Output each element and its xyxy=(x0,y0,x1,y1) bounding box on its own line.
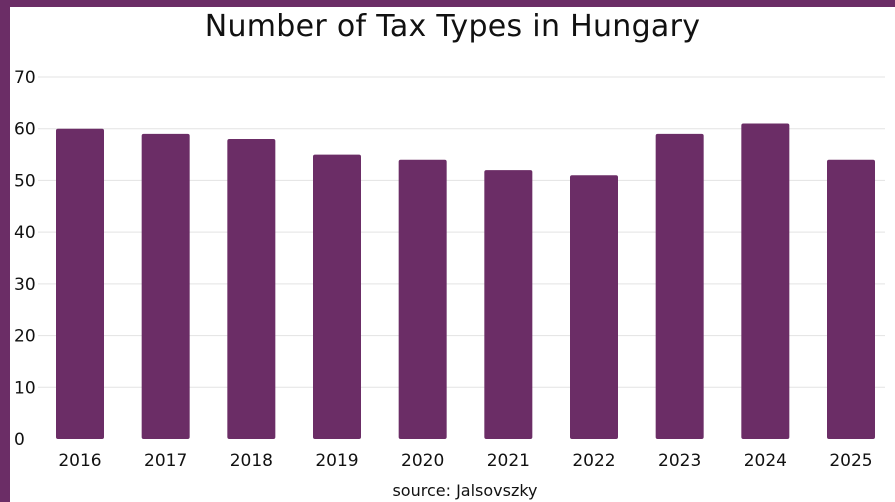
bar-2023 xyxy=(655,133,704,439)
bar-2024 xyxy=(741,123,790,440)
source-note: source: Jalsovszky xyxy=(392,481,537,500)
bar-2019 xyxy=(313,154,361,440)
x-tick-label: 2023 xyxy=(658,451,701,471)
x-tick-label: 2025 xyxy=(829,451,872,471)
y-tick-label: 70 xyxy=(14,68,36,88)
y-tick-label: 40 xyxy=(14,223,36,243)
bar-2020 xyxy=(398,159,447,439)
y-tick-label: 20 xyxy=(14,327,36,347)
x-tick-label: 2017 xyxy=(144,451,187,471)
bar-2021 xyxy=(484,170,533,440)
chart-frame: Number of Tax Types in Hungary 0 10 20 30 40… xyxy=(10,7,895,502)
bar-2025 xyxy=(827,159,875,439)
y-tick-label: 0 xyxy=(14,430,25,450)
y-tick-label: 60 xyxy=(14,120,36,140)
x-tick-label: 2022 xyxy=(572,451,615,471)
x-tick-label: 2024 xyxy=(744,451,787,471)
bar-2017 xyxy=(141,133,190,439)
bar-2018 xyxy=(227,139,276,440)
x-tick-label: 2018 xyxy=(230,451,273,471)
chart-title: Number of Tax Types in Hungary xyxy=(204,9,701,44)
y-axis-ticks: 0 10 20 30 40 50 60 70 xyxy=(14,68,36,450)
bars xyxy=(56,123,875,440)
bar-2022 xyxy=(570,175,618,439)
y-tick-label: 30 xyxy=(14,275,36,295)
x-tick-label: 2016 xyxy=(58,451,101,471)
y-tick-label: 10 xyxy=(14,378,36,398)
x-tick-label: 2019 xyxy=(315,451,358,471)
bar-chart: 0 10 20 30 40 50 60 70 2016 2017 2018 2019 2020 2021… xyxy=(14,68,885,500)
bar-2016 xyxy=(56,128,104,439)
x-tick-label: 2021 xyxy=(487,451,530,471)
y-tick-label: 50 xyxy=(14,171,36,191)
x-tick-label: 2020 xyxy=(401,451,444,471)
x-axis-ticks: 2016 2017 2018 2019 2020 2021 2022 2023 2024 2025 xyxy=(58,451,872,471)
